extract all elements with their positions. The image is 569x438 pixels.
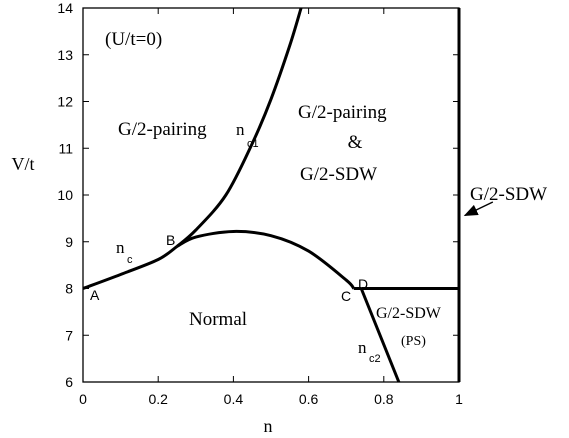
region-label-ps: (PS) [401, 334, 426, 349]
y-axis-label: V/t [11, 154, 34, 174]
curve-label-nc1-sub: c1 [247, 138, 259, 150]
region-label-sdw-ps: G/2-SDW [376, 305, 442, 322]
y-tick-label: 10 [57, 187, 73, 203]
phase-boundary-2 [176, 229, 355, 290]
point-label-c: C [341, 288, 351, 304]
point-label-d: D [358, 276, 368, 292]
y-tick-label: 14 [57, 0, 73, 16]
region-label-mixed-line2: & [348, 132, 363, 153]
y-tick-label: 8 [65, 281, 73, 297]
curve-label-nc2-sub: c2 [369, 353, 381, 365]
x-tick-label: 0.2 [148, 391, 168, 407]
phase-boundary-1 [82, 245, 178, 290]
x-tick-label: 0.8 [374, 391, 394, 407]
curve-label-nc1: n [236, 120, 245, 139]
x-tick-label: 0 [79, 391, 87, 407]
arrow-to-boundary [463, 201, 494, 217]
phase-boundaries [82, 7, 461, 383]
y-tick-label: 11 [58, 140, 73, 156]
y-tick-label: 7 [65, 327, 73, 343]
plot-frame [82, 7, 460, 383]
region-label-normal: Normal [189, 309, 247, 330]
region-label-mixed-line3: G/2-SDW [300, 164, 377, 185]
y-tick-label: 6 [65, 374, 73, 390]
region-label-mixed-line1: G/2-pairing [298, 102, 387, 123]
side-label-sdw: G/2-SDW [470, 184, 547, 205]
x-axis-label: n [264, 416, 273, 436]
curve-label-nc-sub: c [127, 254, 133, 266]
x-tick-label: 1 [455, 391, 463, 407]
curve-label-nc2: n [358, 338, 367, 357]
x-tick-label: 0.6 [299, 391, 319, 407]
y-tick-label: 12 [57, 94, 73, 110]
curve-label-nc: n [116, 238, 125, 257]
phase-boundary-6 [359, 287, 401, 383]
y-tick-label: 9 [65, 234, 73, 250]
point-label-b: B [166, 232, 175, 248]
y-tick-label: 13 [57, 47, 73, 63]
condition-label: (U/t=0) [105, 29, 162, 50]
point-label-a: A [90, 287, 100, 303]
phase-boundary-3 [176, 7, 303, 248]
region-label-pairing: G/2-pairing [118, 119, 207, 140]
x-tick-label: 0.4 [224, 391, 244, 407]
